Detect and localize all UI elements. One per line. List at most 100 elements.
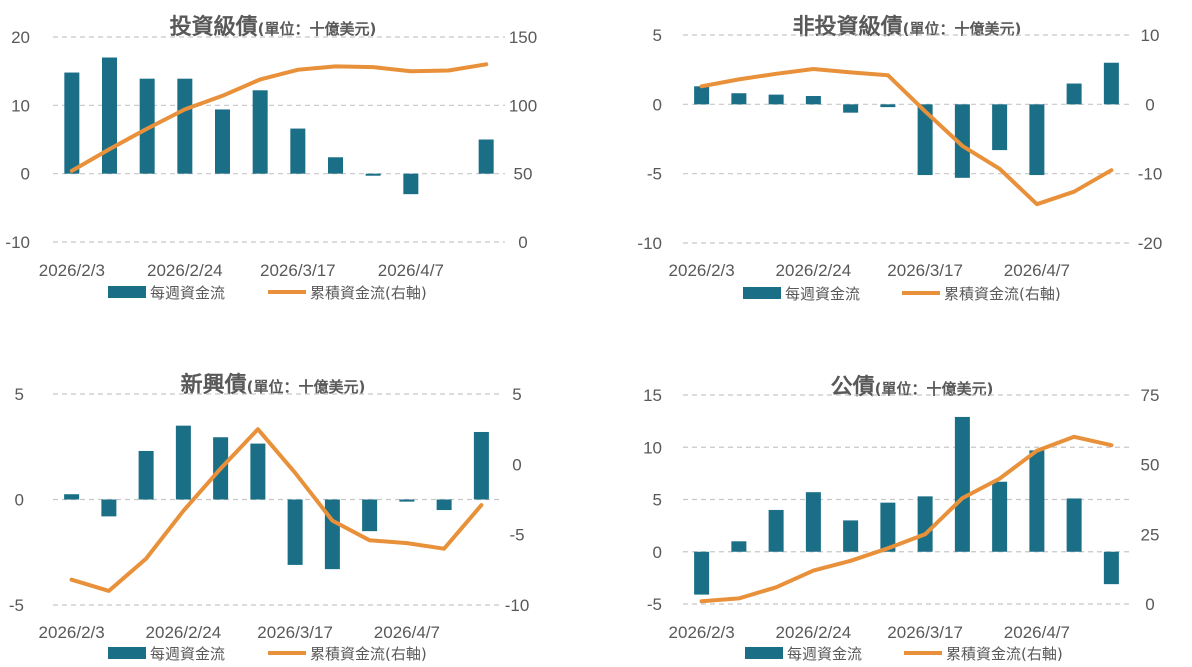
y-left-tick-label: -5 bbox=[647, 165, 662, 184]
x-tick-label: 2026/2/24 bbox=[776, 261, 852, 280]
bar-weekly-flow bbox=[328, 157, 343, 174]
y-left-tick-label: -10 bbox=[5, 233, 30, 252]
bar-weekly-flow bbox=[399, 499, 415, 502]
legend: 每週資金流 累積資金流(右軸) bbox=[745, 645, 1063, 663]
bar-weekly-flow bbox=[177, 78, 193, 174]
y-right-tick-label: 10 bbox=[1141, 26, 1160, 45]
x-tick-label: 2026/2/24 bbox=[146, 623, 222, 642]
line-cumulative-flow bbox=[699, 434, 1114, 604]
y-right-tick-label: -10 bbox=[505, 596, 530, 615]
x-tick-label: 2026/4/7 bbox=[1004, 623, 1070, 642]
chart-title: 投資級債(單位：十億美元) bbox=[170, 14, 377, 40]
bar-weekly-flow bbox=[731, 541, 747, 552]
x-tick-label: 2026/2/3 bbox=[39, 261, 105, 280]
y-right-tick-label: -20 bbox=[1138, 234, 1163, 253]
y-right-tick-label: 50 bbox=[514, 165, 533, 184]
bar-weekly-flow bbox=[1103, 62, 1119, 105]
chart-high-yield: 非投資級債(單位：十億美元) -10 -5 0 5 -20 -10 0 10 2026/2/3 2… bbox=[637, 14, 1162, 303]
y-left-tick-label: 5 bbox=[15, 385, 24, 404]
chart-government-bonds: 公債(單位：十億美元) -5 0 5 10 15 0 25 50 75 2026/2/3 2026/… bbox=[643, 375, 1159, 663]
bar-weekly-flow bbox=[362, 499, 378, 532]
y-right-tick-label: 100 bbox=[509, 96, 537, 115]
legend: 每週資金流 累積資金流(右軸) bbox=[108, 284, 427, 302]
bar-weekly-flow bbox=[1029, 450, 1045, 552]
y-left-tick-label: 10 bbox=[643, 438, 662, 457]
bar-weekly-flow bbox=[768, 94, 784, 105]
y-left-tick-label: 15 bbox=[643, 386, 662, 405]
y-right-tick-label: 0 bbox=[518, 233, 527, 252]
y-left-tick-label: 0 bbox=[653, 543, 662, 562]
x-tick-label: 2026/2/3 bbox=[669, 623, 735, 642]
bar-weekly-flow bbox=[805, 96, 821, 105]
bar-weekly-flow bbox=[1103, 551, 1119, 585]
x-tick-label: 2026/2/24 bbox=[147, 261, 223, 280]
x-tick-label: 2026/4/7 bbox=[378, 261, 444, 280]
y-left-tick-label: 10 bbox=[11, 96, 30, 115]
bar-weekly-flow bbox=[139, 78, 155, 174]
bar-weekly-flow bbox=[694, 86, 710, 105]
y-right-tick-label: 150 bbox=[509, 28, 537, 47]
bar-weekly-flow bbox=[138, 450, 154, 500]
bar-weekly-flow bbox=[843, 520, 859, 552]
legend-line-label: 累積資金流(右軸) bbox=[310, 645, 427, 663]
x-tick-label: 2026/3/17 bbox=[887, 261, 963, 280]
y-right-tick-label: 50 bbox=[1141, 456, 1160, 475]
legend-line-label: 累積資金流(右軸) bbox=[946, 645, 1063, 663]
bar-weekly-flow bbox=[64, 72, 80, 174]
y-left-tick-label: 0 bbox=[21, 165, 30, 184]
bar-weekly-flow bbox=[992, 481, 1008, 552]
legend-line-label: 累積資金流(右軸) bbox=[310, 284, 427, 302]
legend: 每週資金流 累積資金流(右軸) bbox=[108, 645, 427, 663]
legend-bar-swatch bbox=[745, 647, 783, 659]
y-right-tick-label: -5 bbox=[509, 526, 524, 545]
bar-weekly-flow bbox=[290, 128, 306, 174]
bar-weekly-flow bbox=[880, 104, 896, 108]
bar-weekly-flow bbox=[1029, 104, 1045, 176]
legend-bar-label: 每週資金流 bbox=[785, 285, 860, 303]
bar-weekly-flow bbox=[992, 104, 1008, 151]
bar-weekly-flow bbox=[250, 443, 266, 500]
y-right-tick-label: 25 bbox=[1141, 525, 1160, 544]
line-cumulative-flow bbox=[69, 427, 484, 593]
y-left-tick-label: 5 bbox=[653, 491, 662, 510]
x-tick-label: 2026/2/3 bbox=[669, 261, 735, 280]
legend-bar-label: 每週資金流 bbox=[787, 645, 862, 663]
bar-weekly-flow bbox=[843, 104, 859, 113]
y-right-tick-label: 5 bbox=[512, 385, 521, 404]
legend-line-label: 累積資金流(右軸) bbox=[944, 285, 1061, 303]
legend-bar-label: 每週資金流 bbox=[150, 645, 225, 663]
bar-weekly-flow bbox=[694, 551, 710, 595]
bar-weekly-flow bbox=[101, 499, 117, 517]
bar-weekly-flow bbox=[917, 496, 933, 552]
legend-bar-swatch bbox=[108, 286, 146, 298]
bar-weekly-flow bbox=[64, 494, 80, 500]
bar-weekly-flow bbox=[403, 173, 419, 195]
bar-weekly-flow bbox=[1066, 83, 1082, 105]
y-left-tick-label: -10 bbox=[637, 234, 662, 253]
line-cumulative-flow bbox=[69, 62, 489, 173]
y-left-tick-label: -5 bbox=[647, 595, 662, 614]
x-tick-label: 2026/3/17 bbox=[887, 623, 963, 642]
legend-bar-swatch bbox=[743, 287, 781, 299]
x-tick-label: 2026/2/3 bbox=[39, 623, 105, 642]
bar-weekly-flow bbox=[917, 104, 933, 176]
line-cumulative-flow bbox=[699, 67, 1114, 207]
y-right-tick-label: 75 bbox=[1141, 386, 1160, 405]
y-right-tick-label: 0 bbox=[1145, 95, 1154, 114]
bar-weekly-flow bbox=[102, 57, 117, 174]
bar-weekly-flow bbox=[805, 492, 821, 552]
bar-weekly-flow bbox=[365, 173, 381, 176]
x-tick-label: 2026/4/7 bbox=[1004, 261, 1070, 280]
bar-weekly-flow bbox=[954, 104, 970, 178]
bar-weekly-flow bbox=[324, 499, 340, 570]
bar-weekly-flow bbox=[731, 93, 747, 105]
y-left-tick-label: -5 bbox=[9, 596, 24, 615]
bar-weekly-flow bbox=[954, 416, 970, 552]
legend: 每週資金流 累積資金流(右軸) bbox=[743, 285, 1061, 303]
bar-weekly-flow bbox=[768, 509, 784, 552]
bar-weekly-flow bbox=[287, 499, 303, 565]
x-tick-label: 2026/3/17 bbox=[257, 623, 333, 642]
y-right-tick-label: 0 bbox=[512, 455, 521, 474]
